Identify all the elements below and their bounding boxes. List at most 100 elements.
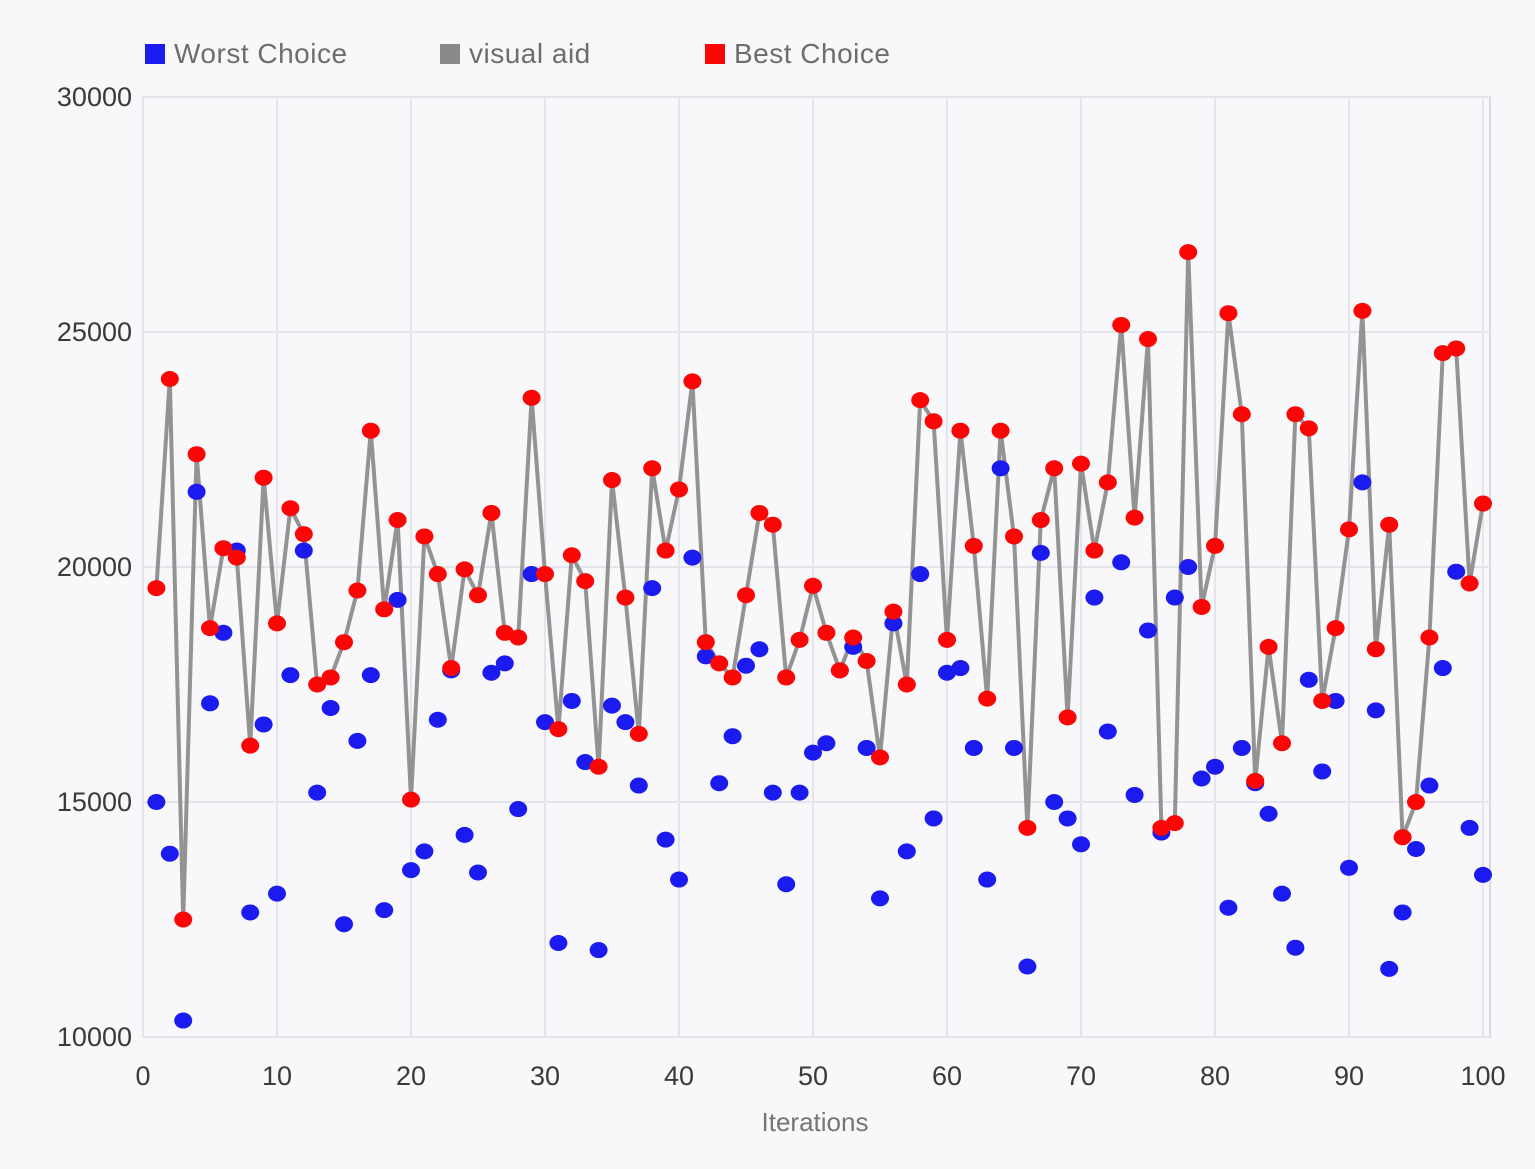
worst-choice-point[interactable]	[897, 843, 916, 860]
best-choice-point[interactable]	[1353, 302, 1372, 319]
best-choice-point[interactable]	[1018, 819, 1037, 836]
legend-item-worst-choice[interactable]: Worst Choice	[145, 38, 348, 70]
best-choice-point[interactable]	[562, 547, 581, 564]
worst-choice-point[interactable]	[884, 615, 903, 632]
best-choice-point[interactable]	[241, 737, 260, 754]
best-choice-point[interactable]	[777, 669, 796, 686]
best-choice-point[interactable]	[603, 472, 621, 489]
best-choice-point[interactable]	[1313, 692, 1332, 709]
worst-choice-point[interactable]	[1340, 859, 1358, 876]
best-choice-point[interactable]	[991, 422, 1010, 439]
worst-choice-point[interactable]	[763, 784, 782, 801]
best-choice-point[interactable]	[1474, 495, 1492, 512]
best-choice-point[interactable]	[1232, 406, 1251, 423]
worst-choice-point[interactable]	[710, 775, 729, 792]
best-choice-point[interactable]	[616, 589, 635, 606]
best-choice-point[interactable]	[375, 601, 394, 618]
best-choice-point[interactable]	[321, 669, 340, 686]
worst-choice-point[interactable]	[549, 935, 568, 951]
best-choice-point[interactable]	[214, 540, 233, 557]
best-choice-point[interactable]	[683, 373, 702, 390]
worst-choice-point[interactable]	[1313, 763, 1332, 780]
worst-choice-point[interactable]	[1206, 758, 1224, 775]
worst-choice-point[interactable]	[1192, 770, 1211, 787]
best-choice-point[interactable]	[763, 516, 782, 533]
worst-choice-point[interactable]	[629, 777, 648, 794]
worst-choice-point[interactable]	[1139, 622, 1157, 639]
worst-choice-point[interactable]	[308, 784, 327, 801]
worst-choice-point[interactable]	[1380, 960, 1399, 977]
best-choice-point[interactable]	[1407, 794, 1425, 810]
best-choice-point[interactable]	[361, 422, 380, 439]
best-choice-point[interactable]	[1112, 316, 1131, 333]
worst-choice-point[interactable]	[1125, 786, 1144, 803]
best-choice-point[interactable]	[1393, 829, 1412, 846]
best-choice-point[interactable]	[978, 690, 997, 707]
worst-choice-point[interactable]	[1286, 939, 1305, 956]
best-choice-point[interactable]	[1326, 620, 1345, 637]
best-choice-point[interactable]	[388, 512, 407, 528]
worst-choice-point[interactable]	[737, 657, 755, 674]
worst-choice-point[interactable]	[482, 664, 501, 681]
worst-choice-point[interactable]	[1165, 589, 1184, 606]
best-choice-point[interactable]	[268, 615, 286, 632]
best-choice-point[interactable]	[1259, 638, 1278, 655]
best-choice-point[interactable]	[1299, 420, 1318, 437]
best-choice-point[interactable]	[737, 587, 755, 604]
best-choice-point[interactable]	[710, 655, 729, 672]
best-choice-point[interactable]	[1192, 598, 1211, 615]
best-choice-point[interactable]	[1273, 735, 1291, 752]
best-choice-point[interactable]	[964, 537, 983, 554]
best-choice-point[interactable]	[174, 911, 193, 928]
best-choice-point[interactable]	[1366, 641, 1385, 658]
best-choice-point[interactable]	[1072, 455, 1090, 472]
best-choice-point[interactable]	[656, 542, 675, 559]
best-choice-point[interactable]	[294, 526, 313, 543]
worst-choice-point[interactable]	[1474, 866, 1492, 883]
worst-choice-point[interactable]	[723, 728, 742, 745]
worst-choice-point[interactable]	[1366, 702, 1385, 719]
best-choice-point[interactable]	[911, 392, 930, 409]
best-choice-point[interactable]	[723, 669, 742, 686]
best-choice-point[interactable]	[1058, 709, 1077, 726]
best-choice-point[interactable]	[160, 371, 179, 387]
worst-choice-point[interactable]	[656, 831, 675, 848]
best-choice-point[interactable]	[1005, 528, 1023, 545]
best-choice-point[interactable]	[536, 566, 554, 583]
best-choice-point[interactable]	[187, 446, 206, 463]
worst-choice-point[interactable]	[415, 843, 434, 860]
best-choice-point[interactable]	[281, 500, 300, 517]
best-choice-point[interactable]	[1286, 406, 1305, 423]
worst-choice-point[interactable]	[670, 871, 688, 888]
best-choice-point[interactable]	[629, 725, 648, 742]
best-choice-point[interactable]	[1031, 512, 1050, 528]
worst-choice-point[interactable]	[911, 566, 930, 583]
worst-choice-point[interactable]	[871, 890, 889, 907]
worst-choice-point[interactable]	[469, 864, 487, 881]
worst-choice-point[interactable]	[1085, 589, 1104, 606]
worst-choice-point[interactable]	[1005, 739, 1023, 756]
worst-choice-point[interactable]	[777, 876, 796, 893]
worst-choice-point[interactable]	[1353, 474, 1372, 491]
worst-choice-point[interactable]	[187, 483, 206, 500]
best-choice-point[interactable]	[1165, 815, 1184, 832]
worst-choice-point[interactable]	[335, 916, 353, 933]
worst-choice-point[interactable]	[1393, 904, 1412, 921]
best-choice-point[interactable]	[335, 634, 353, 651]
worst-choice-point[interactable]	[1179, 559, 1198, 575]
best-choice-point[interactable]	[1206, 537, 1224, 554]
worst-choice-point[interactable]	[147, 794, 166, 810]
best-choice-point[interactable]	[455, 561, 474, 578]
best-choice-point[interactable]	[951, 422, 970, 439]
worst-choice-point[interactable]	[1420, 777, 1439, 794]
worst-choice-point[interactable]	[174, 1012, 193, 1029]
worst-choice-point[interactable]	[1273, 885, 1291, 902]
best-choice-point[interactable]	[227, 549, 246, 566]
best-choice-point[interactable]	[308, 676, 327, 693]
best-choice-point[interactable]	[549, 721, 568, 738]
worst-choice-point[interactable]	[1045, 794, 1064, 810]
worst-choice-point[interactable]	[361, 667, 380, 684]
best-choice-point[interactable]	[442, 660, 461, 677]
best-choice-point[interactable]	[938, 631, 956, 648]
best-choice-point[interactable]	[1098, 474, 1117, 491]
